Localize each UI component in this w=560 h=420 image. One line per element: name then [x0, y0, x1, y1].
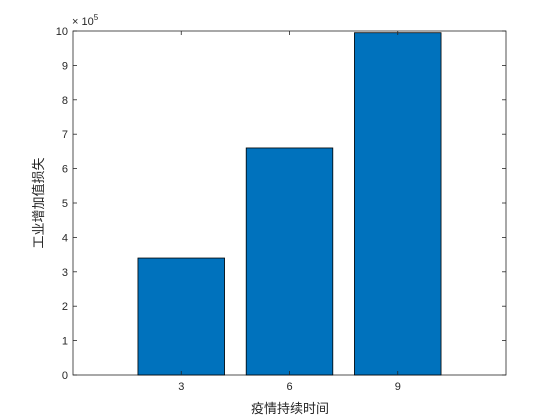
x-tick-label: 3	[178, 381, 184, 393]
bars-group	[137, 32, 442, 376]
y-axis-multiplier-exponent: 5	[94, 13, 99, 22]
y-tick-label: 3	[62, 267, 68, 279]
ticks-group: 3 6 9 0 1 2 3 4 5 6 7 8 9 10	[56, 26, 506, 393]
y-tick-label: 1	[62, 336, 68, 348]
y-axis-multiplier: × 105	[72, 13, 99, 28]
y-tick-label: 7	[62, 129, 68, 141]
y-axis-multiplier-base: × 10	[72, 16, 94, 28]
bar-9	[354, 32, 442, 376]
x-tick-label: 6	[286, 381, 292, 393]
y-tick-label: 5	[62, 198, 68, 210]
y-tick-label: 8	[62, 95, 68, 107]
y-tick-label: 10	[56, 26, 68, 38]
y-tick-label: 6	[62, 164, 68, 176]
y-tick-label: 2	[62, 301, 68, 313]
x-axis-title: 疫情持续时间	[251, 401, 329, 417]
x-tick-label: 9	[395, 381, 401, 393]
bar-6	[245, 147, 334, 376]
y-tick-label: 4	[62, 232, 68, 244]
y-tick-label: 9	[62, 60, 68, 72]
bar-3	[137, 257, 225, 376]
y-axis-title: 工业增加值损失	[31, 157, 47, 248]
y-tick-label: 0	[62, 370, 68, 382]
